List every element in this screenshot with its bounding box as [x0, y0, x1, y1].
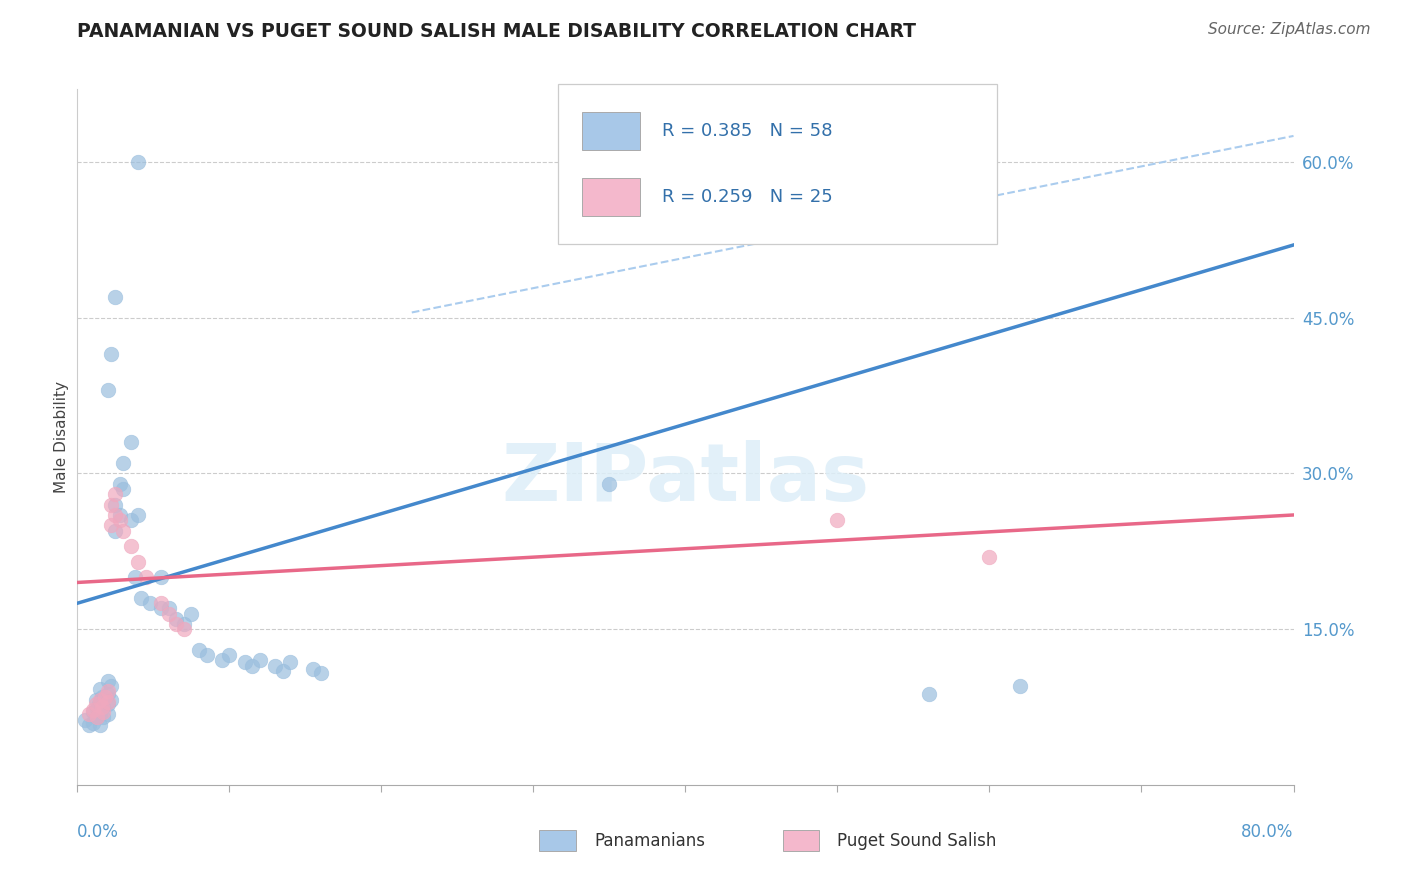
- Point: [165, 612, 187, 626]
- Point: [127, 508, 149, 522]
- Bar: [783, 830, 820, 851]
- Point: [90, 690, 112, 704]
- Point: [271, 664, 294, 678]
- Point: [91, 700, 114, 714]
- Point: [104, 508, 127, 522]
- Bar: [540, 830, 576, 851]
- Point: [97, 695, 120, 709]
- Point: [100, 679, 122, 693]
- Point: [127, 154, 149, 169]
- Point: [87, 697, 110, 711]
- Point: [89, 682, 111, 697]
- Text: R = 0.385   N = 58: R = 0.385 N = 58: [662, 122, 832, 140]
- Text: 80.0%: 80.0%: [1241, 823, 1294, 841]
- Point: [86, 710, 108, 724]
- Point: [135, 570, 157, 584]
- Point: [86, 702, 108, 716]
- Point: [89, 717, 111, 731]
- Point: [195, 648, 218, 662]
- Point: [82, 706, 104, 720]
- Point: [104, 498, 127, 512]
- Point: [157, 607, 180, 621]
- Point: [104, 290, 127, 304]
- Point: [302, 662, 325, 676]
- Point: [598, 476, 620, 491]
- Point: [79, 707, 101, 722]
- Point: [97, 384, 120, 398]
- Point: [827, 513, 849, 527]
- Point: [90, 700, 112, 714]
- Point: [218, 648, 240, 662]
- Point: [111, 482, 134, 496]
- FancyBboxPatch shape: [558, 84, 997, 244]
- Point: [124, 570, 146, 584]
- Y-axis label: Male Disability: Male Disability: [53, 381, 69, 493]
- Point: [149, 601, 172, 615]
- Point: [233, 656, 256, 670]
- Point: [173, 622, 195, 636]
- Point: [84, 693, 107, 707]
- Point: [91, 706, 114, 720]
- Point: [86, 710, 108, 724]
- Point: [89, 707, 111, 722]
- Point: [73, 713, 96, 727]
- Point: [82, 703, 104, 717]
- Point: [173, 617, 195, 632]
- Point: [104, 487, 127, 501]
- Point: [249, 653, 271, 667]
- Point: [120, 435, 142, 450]
- Point: [104, 524, 127, 538]
- Point: [84, 697, 107, 711]
- Point: [120, 513, 142, 527]
- Point: [97, 684, 120, 698]
- Bar: [582, 112, 640, 150]
- Point: [111, 456, 134, 470]
- Point: [188, 643, 211, 657]
- Text: 0.0%: 0.0%: [77, 823, 120, 841]
- Point: [97, 674, 120, 689]
- Text: Puget Sound Salish: Puget Sound Salish: [838, 831, 997, 849]
- Point: [82, 715, 104, 730]
- Point: [100, 693, 122, 707]
- Point: [100, 518, 122, 533]
- Point: [157, 601, 180, 615]
- Point: [89, 695, 111, 709]
- Point: [149, 596, 172, 610]
- Point: [211, 653, 233, 667]
- Text: Source: ZipAtlas.com: Source: ZipAtlas.com: [1208, 22, 1371, 37]
- Point: [91, 710, 114, 724]
- Point: [264, 658, 287, 673]
- Point: [111, 524, 134, 538]
- Text: ZIPatlas: ZIPatlas: [502, 440, 869, 518]
- Bar: [582, 178, 640, 216]
- Point: [1008, 679, 1031, 693]
- Point: [97, 707, 120, 722]
- Point: [108, 513, 131, 527]
- Point: [127, 555, 149, 569]
- Text: Panamanians: Panamanians: [595, 831, 706, 849]
- Point: [278, 656, 301, 670]
- Point: [309, 665, 332, 680]
- Point: [129, 591, 152, 605]
- Point: [180, 607, 202, 621]
- Point: [97, 687, 120, 701]
- Point: [918, 687, 941, 701]
- Point: [165, 617, 187, 632]
- Point: [100, 347, 122, 361]
- Point: [108, 476, 131, 491]
- Point: [79, 717, 101, 731]
- Point: [139, 596, 162, 610]
- Point: [240, 658, 263, 673]
- Point: [93, 690, 115, 704]
- Point: [100, 498, 122, 512]
- Point: [149, 570, 172, 584]
- Point: [979, 549, 1001, 564]
- Text: PANAMANIAN VS PUGET SOUND SALISH MALE DISABILITY CORRELATION CHART: PANAMANIAN VS PUGET SOUND SALISH MALE DI…: [77, 22, 917, 41]
- Point: [89, 693, 111, 707]
- Point: [120, 539, 142, 553]
- Point: [97, 697, 120, 711]
- Text: R = 0.259   N = 25: R = 0.259 N = 25: [662, 188, 834, 206]
- Point: [108, 508, 131, 522]
